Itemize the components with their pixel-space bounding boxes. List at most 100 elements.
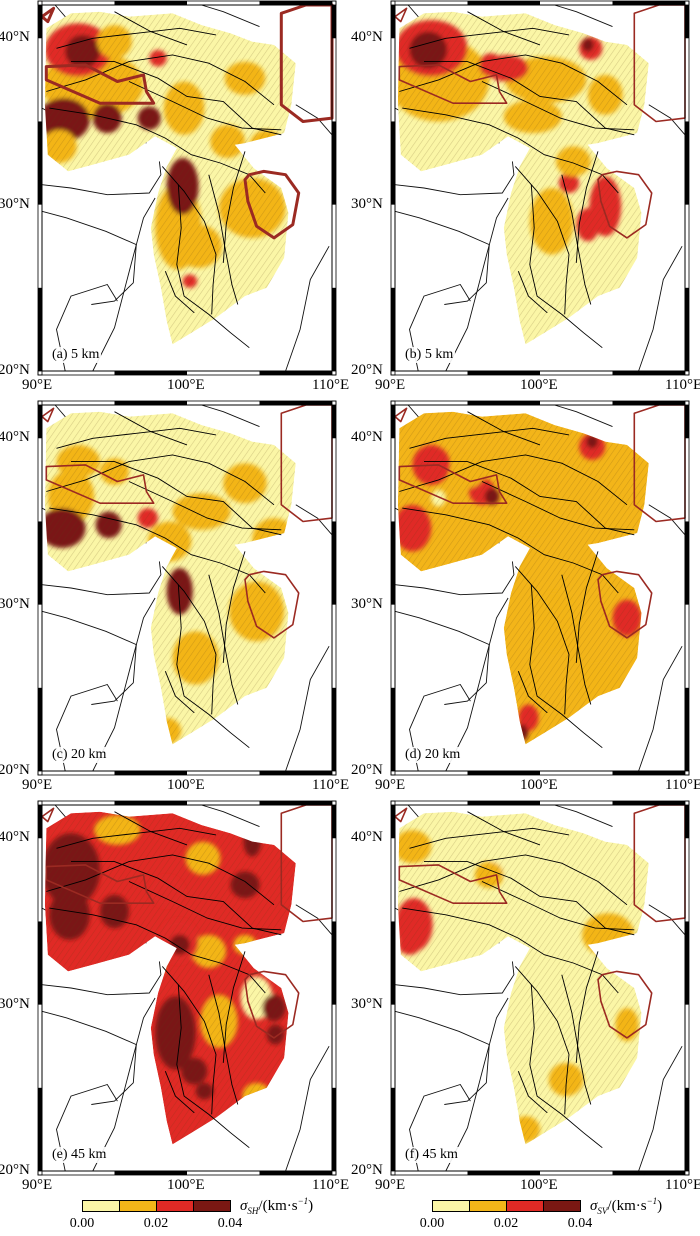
lat-label: 30°N [351,595,383,612]
map-canvas [390,0,690,376]
uncertainty-field [44,811,296,1145]
fault-lines [399,11,635,349]
legend-swatch-1 [119,1200,157,1212]
lat-label: 20°N [0,762,30,778]
map-frame [37,400,337,776]
uncertainty-field [397,411,649,745]
fault-lines [399,811,635,1149]
legend-subscript: SH [247,1206,259,1216]
lat-label: 20°N [351,1162,383,1178]
lon-label: 90°E [22,1177,53,1193]
legend-swatch-1 [469,1200,507,1212]
map-canvas [37,800,337,1176]
map-frame [390,400,690,776]
lat-label: 20°N [351,762,383,778]
lon-label: 110°E [312,1177,350,1193]
lon-label: 100°E [520,777,558,793]
lat-label: 30°N [0,995,30,1012]
lat-label: 30°N [0,595,30,612]
lat-label: 40°N [351,29,383,46]
uncertainty-patch [139,951,166,979]
fault-lines [46,411,282,749]
lat-label: 40°N [351,829,383,846]
legend-swatch-3 [543,1200,581,1212]
legend-symbol: σ [240,1198,248,1214]
lon-label: 100°E [167,777,205,793]
uncertainty-field [44,11,296,345]
lon-label: 110°E [665,777,700,793]
map-panel-b: 40°N 30°N 20°N 90°E 100°E 110°E (b) 5 km [351,0,700,393]
legend-swatch-2 [506,1200,544,1212]
legend-swatch-2 [156,1200,194,1212]
map-panel-e: 40°N 30°N 20°N 90°E 100°E 110°E (e) 45 km [0,800,349,1193]
lat-label: 40°N [0,829,30,846]
lat-label: 30°N [351,195,383,212]
map-frame [390,800,690,1176]
legend-tick: 0.02 [493,1216,519,1231]
map-frame [37,800,337,1176]
map-panel-a: 40°N 30°N 20°N 90°E 100°E 110°E (a) 5 km [0,0,349,393]
fault-lines [46,811,282,1149]
legend-unit-close: ) [308,1198,314,1214]
lat-label: 40°N [351,429,383,446]
map-canvas [37,0,337,376]
lon-label: 100°E [520,1177,558,1193]
legend-tick: 0.00 [419,1216,445,1231]
fault-lines [46,11,282,349]
legend-title: σSH/(km·s−1) [240,1196,313,1216]
lon-label: 100°E [167,377,205,393]
legend-sigma-sh: 0.00 0.02 0.04 σSH/(km·s−1) [70,1196,402,1236]
lon-label: 90°E [375,1177,406,1193]
legend-tick: 0.04 [567,1216,593,1231]
map-canvas [37,400,337,776]
lat-label: 30°N [351,995,383,1012]
lat-label: 20°N [0,362,30,378]
lon-label: 90°E [375,777,406,793]
lon-label: 90°E [22,377,53,393]
map-panel-f: 40°N 30°N 20°N 90°E 100°E 110°E (f) 45 km [351,800,700,1193]
legend-symbol: σ [590,1198,598,1214]
lat-label: 20°N [351,362,383,378]
legend-swatch-0 [432,1200,470,1212]
uncertainty-field [397,11,649,345]
lon-label: 110°E [312,777,350,793]
legend-title: σSV/(km·s−1) [590,1196,662,1216]
legend-unit: /(km·s [258,1198,298,1214]
fault-lines [399,411,635,749]
legend-tick: 0.00 [69,1216,95,1231]
panel-label: (c) 20 km [50,747,109,763]
legend-tick: 0.04 [217,1216,243,1231]
panel-label: (f) 45 km [403,1147,460,1163]
legend-subscript: SV [597,1206,608,1216]
legend-swatch-0 [82,1200,120,1212]
lat-label: 40°N [0,29,30,46]
uncertainty-field [44,411,296,745]
lon-label: 100°E [167,1177,205,1193]
legend-unit-sup: −1 [646,1196,658,1206]
lat-label: 30°N [0,195,30,212]
panel-label: (e) 45 km [50,1147,109,1163]
legend-unit: /(km·s [607,1198,647,1214]
map-frame [390,0,690,376]
map-panel-c: 40°N 30°N 20°N 90°E 100°E 110°E (c) 20 km [0,400,349,793]
lon-label: 110°E [312,377,350,393]
lon-label: 90°E [22,777,53,793]
legend-unit-sup: −1 [297,1196,309,1206]
panel-label: (b) 5 km [403,347,456,363]
panel-label: (a) 5 km [50,347,102,363]
lon-label: 100°E [520,377,558,393]
legend-sigma-sv: 0.00 0.02 0.04 σSV/(km·s−1) [420,1196,700,1236]
map-canvas [390,800,690,1176]
lon-label: 90°E [375,377,406,393]
uncertainty-field [397,811,649,1145]
map-frame [37,0,337,376]
lon-label: 110°E [665,1177,700,1193]
lat-label: 40°N [0,429,30,446]
lat-label: 20°N [0,1162,30,1178]
map-canvas [390,400,690,776]
map-panel-d: 40°N 30°N 20°N 90°E 100°E 110°E (d) 20 km [351,400,700,793]
legend-swatch-3 [193,1200,231,1212]
legend-tick: 0.02 [143,1216,169,1231]
legend-unit-close: ) [657,1198,663,1214]
panel-label: (d) 20 km [403,747,463,763]
